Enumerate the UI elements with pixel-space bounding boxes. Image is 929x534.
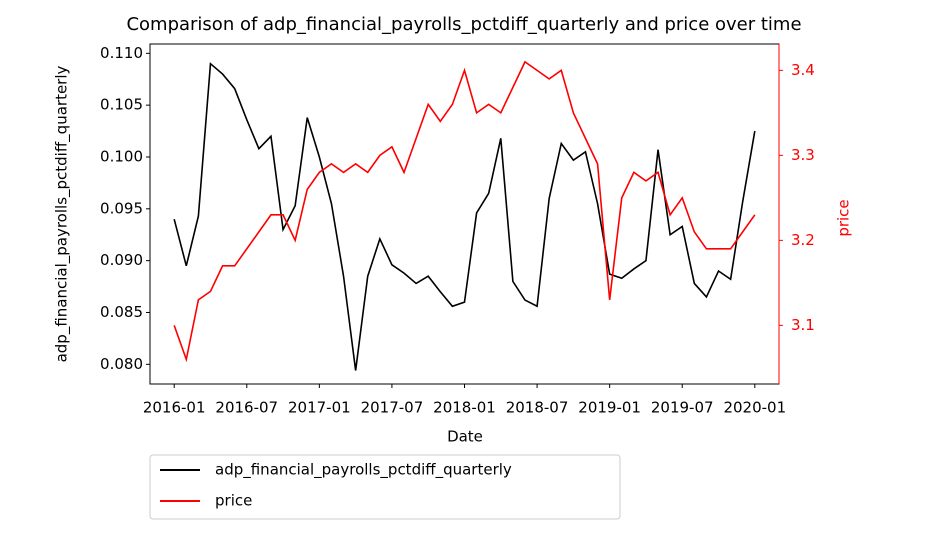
x-tick-label: 2018-01 (433, 399, 496, 417)
y-axis-label: adp_financial_payrolls_pctdiff_quarterly (53, 65, 72, 362)
chart-title: Comparison of adp_financial_payrolls_pct… (126, 14, 801, 35)
y-tick-label: 0.095 (100, 199, 143, 217)
y-tick-label: 0.090 (100, 251, 143, 269)
x-axis-label: Date (447, 428, 483, 446)
x-tick-label: 2019-07 (651, 399, 714, 417)
y-tick-label: 0.100 (100, 147, 143, 165)
y2-axis-label: price (835, 199, 853, 236)
series-line (173, 60, 756, 363)
x-tick-label: 2019-01 (578, 399, 641, 417)
x-tick-label: 2016-01 (143, 399, 206, 417)
x-tick-label: 2017-07 (361, 399, 424, 417)
y-tick-label: 0.085 (100, 303, 143, 321)
x-tick-label: 2018-07 (506, 399, 569, 417)
legend-label: adp_financial_payrolls_pctdiff_quarterly (215, 461, 512, 480)
y2-tick-label: 3.2 (791, 231, 815, 249)
plot-frame (149, 43, 780, 385)
y-tick-label: 0.110 (100, 44, 143, 62)
y-tick-label: 0.080 (100, 355, 143, 373)
y2-tick-label: 3.4 (791, 61, 815, 79)
legend-label: price (215, 492, 252, 510)
x-tick-label: 2020-01 (723, 399, 786, 417)
y-tick-label: 0.105 (100, 96, 143, 114)
series-line (173, 62, 756, 371)
x-tick-label: 2017-01 (288, 399, 351, 417)
legend-box (149, 454, 621, 520)
x-tick-label: 2016-07 (215, 399, 278, 417)
y2-tick-label: 3.3 (791, 146, 815, 164)
y2-tick-label: 3.1 (791, 316, 815, 334)
